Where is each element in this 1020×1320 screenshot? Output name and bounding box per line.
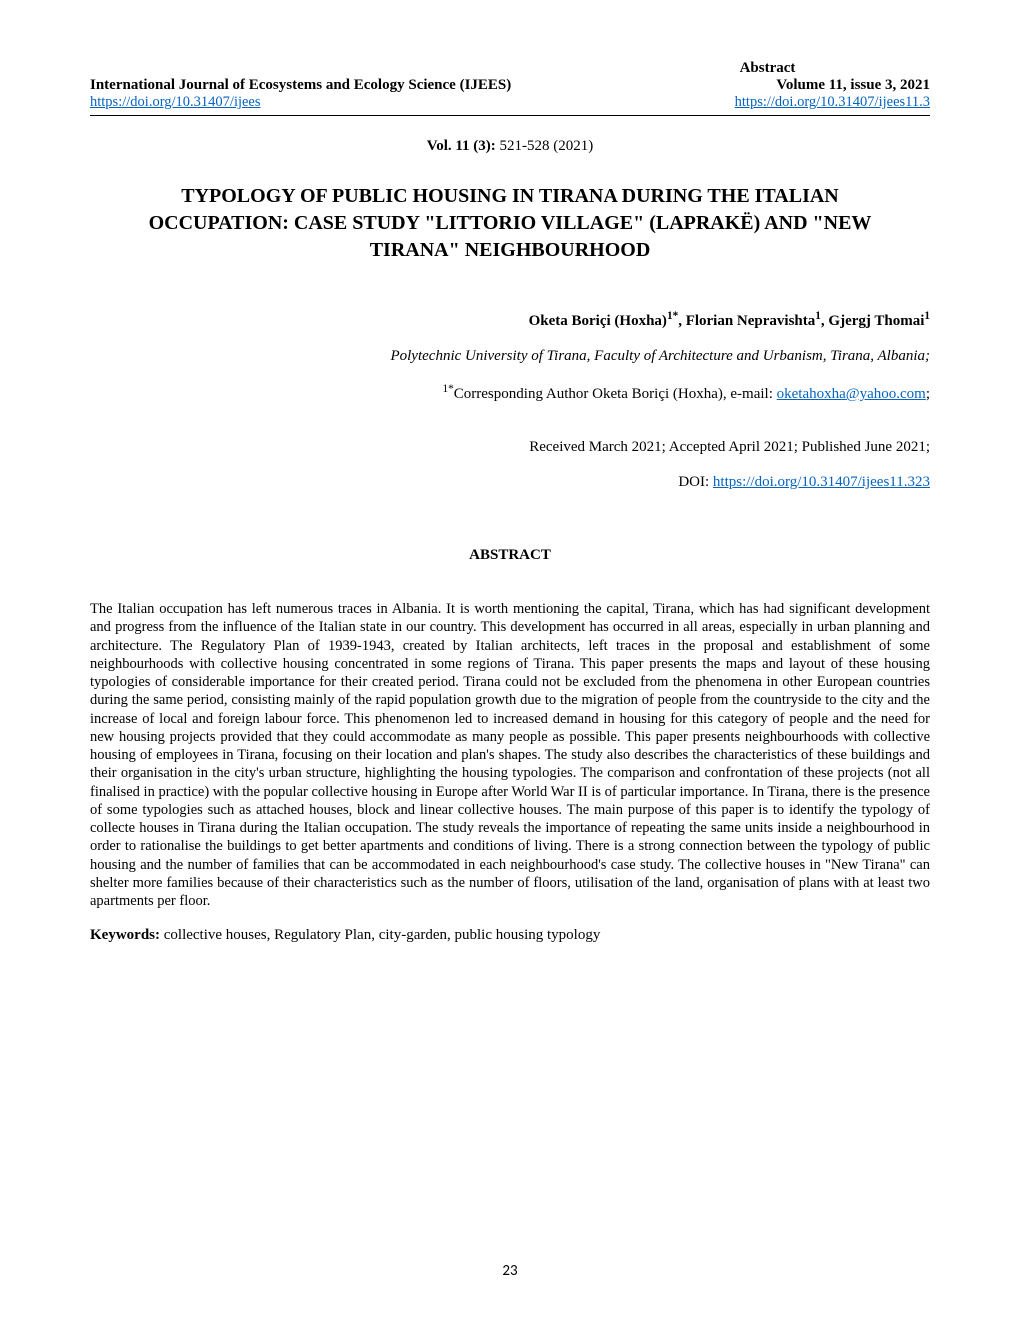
- vol-bold: Vol. 11 (3):: [427, 138, 500, 154]
- author-2: , Florian Nepravishta: [678, 313, 815, 329]
- author-3-sup: 1: [924, 310, 930, 322]
- author-1-sup: 1*: [667, 310, 678, 322]
- corresponding-author: 1*Corresponding Author Oketa Boriçi (Hox…: [90, 383, 930, 403]
- keywords-text: collective houses, Regulatory Plan, city…: [164, 927, 601, 943]
- author-1: Oketa Boriçi (Hoxha): [529, 313, 667, 329]
- keywords-label: Keywords:: [90, 927, 164, 943]
- corresponding-email-link[interactable]: oketahoxha@yahoo.com: [777, 386, 926, 402]
- doi-article-link[interactable]: https://doi.org/10.31407/ijees11.323: [713, 474, 930, 490]
- volume-issue: Volume 11, issue 3, 2021: [776, 77, 930, 94]
- corresponding-trail: ;: [926, 386, 930, 402]
- header: Abstract International Journal of Ecosys…: [90, 60, 930, 111]
- header-row-1: International Journal of Ecosystems and …: [90, 77, 930, 94]
- corresponding-text: Corresponding Author Oketa Boriçi (Hoxha…: [454, 386, 777, 402]
- doi-left-link[interactable]: https://doi.org/10.31407/ijees: [90, 94, 261, 111]
- vol-rest: 521-528 (2021): [500, 138, 594, 154]
- author-3: , Gjergj Thomai: [821, 313, 924, 329]
- page-number: 23: [0, 1262, 1020, 1280]
- volume-info: Vol. 11 (3): 521-528 (2021): [90, 138, 930, 155]
- corresponding-sup: 1*: [443, 383, 454, 395]
- doi-prefix: DOI:: [678, 474, 713, 490]
- abstract-label-top: Abstract: [605, 60, 930, 77]
- header-row-2: https://doi.org/10.31407/ijees https://d…: [90, 94, 930, 111]
- doi-right-link[interactable]: https://doi.org/10.31407/ijees11.3: [735, 94, 930, 111]
- keywords-line: Keywords: collective houses, Regulatory …: [90, 927, 930, 944]
- abstract-body: The Italian occupation has left numerous…: [90, 600, 930, 911]
- abstract-heading: ABSTRACT: [90, 547, 930, 564]
- authors-line: Oketa Boriçi (Hoxha)1*, Florian Nepravis…: [90, 310, 930, 330]
- journal-name: International Journal of Ecosystems and …: [90, 77, 511, 94]
- affiliation: Polytechnic University of Tirana, Facult…: [90, 348, 930, 365]
- paper-title: TYPOLOGY OF PUBLIC HOUSING IN TIRANA DUR…: [90, 183, 930, 264]
- header-divider: [90, 115, 930, 116]
- received-dates: Received March 2021; Accepted April 2021…: [90, 439, 930, 456]
- doi-line: DOI: https://doi.org/10.31407/ijees11.32…: [90, 474, 930, 491]
